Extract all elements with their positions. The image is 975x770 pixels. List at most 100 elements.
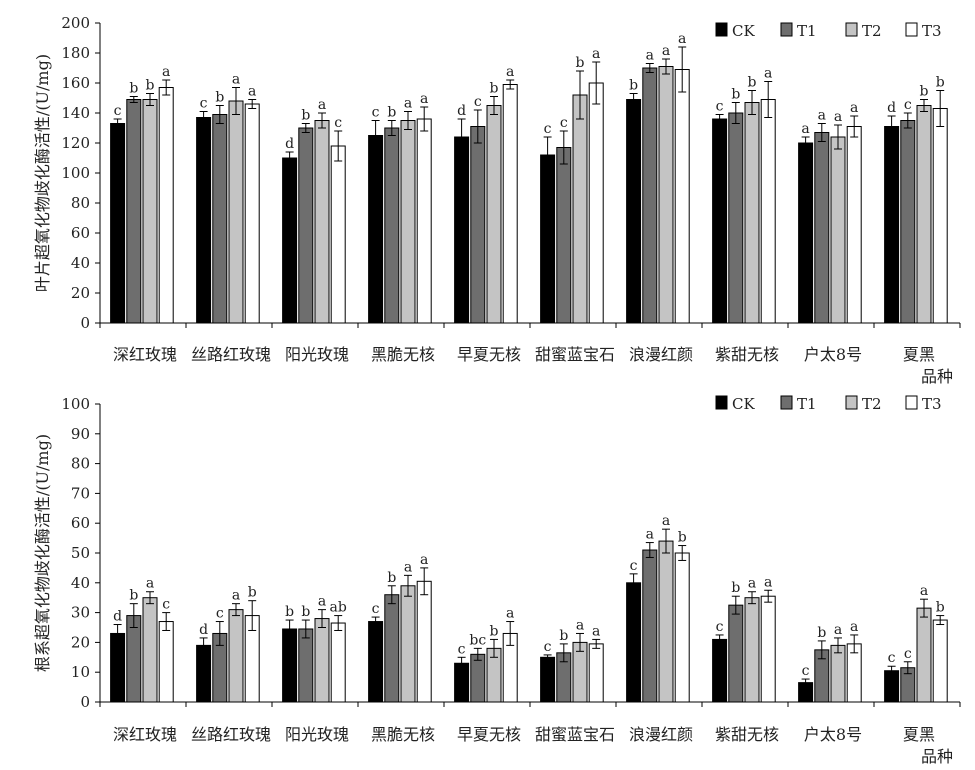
bar-T2 <box>658 540 674 703</box>
legend-label-T1: T1 <box>797 395 817 413</box>
bar-T1 <box>470 653 486 703</box>
significance-letter: c <box>372 601 380 617</box>
bar-T3 <box>588 643 604 703</box>
bar-T2 <box>142 597 158 703</box>
bar-T2 <box>314 120 330 324</box>
bar-T3 <box>416 118 432 324</box>
significance-letter: a <box>232 588 240 604</box>
bar-T1 <box>556 147 572 324</box>
bar-T2 <box>830 644 846 703</box>
y-axis-title: 叶片超氧化物歧化酶活性/(U/mg) <box>33 54 52 292</box>
bar-T2 <box>142 99 158 324</box>
bar-T3 <box>158 621 174 703</box>
significance-letter: b <box>146 78 155 94</box>
significance-letter: c <box>630 558 638 574</box>
significance-letter: a <box>162 64 170 80</box>
bar-T1 <box>642 549 658 703</box>
significance-letter: b <box>129 588 138 604</box>
y-tick-label: 100 <box>61 164 90 182</box>
legend-swatch-T2 <box>845 22 858 37</box>
significance-letter: a <box>764 574 772 590</box>
category-label: 甜蜜蓝宝石 <box>535 725 615 744</box>
significance-letter: c <box>904 646 912 662</box>
significance-letter: a <box>646 48 654 64</box>
bar-T3 <box>674 552 690 703</box>
category-label: 丝路红玫瑰 <box>191 345 271 364</box>
category-label: 户太8号 <box>804 345 862 364</box>
bar-CK <box>196 644 212 703</box>
significance-letter: a <box>318 594 326 610</box>
y-tick-label: 80 <box>71 194 90 212</box>
bar-T2 <box>916 105 932 324</box>
y-tick-label: 10 <box>71 663 90 681</box>
bar-CK <box>110 632 126 703</box>
y-tick-label: 70 <box>71 484 90 502</box>
bar-T2 <box>228 609 244 703</box>
significance-letter: a <box>678 31 686 47</box>
category-label: 阳光玫瑰 <box>285 345 349 364</box>
leaf-sod-chart: 0 20 40 60 80 100 120 140 160 180 200 叶片超氧化物歧化酶活性/(… <box>33 14 961 386</box>
category-label: 紫甜无核 <box>715 725 779 744</box>
significance-letter: c <box>544 121 552 137</box>
bar-CK <box>540 154 556 324</box>
bar-T2 <box>228 100 244 324</box>
bar-T1 <box>126 99 142 324</box>
category-label: 黑脆无核 <box>371 345 435 364</box>
bar-T2 <box>830 136 846 324</box>
significance-letter: a <box>420 552 428 568</box>
bar-T1 <box>384 127 400 324</box>
bar-CK <box>540 656 556 703</box>
significance-letter: b <box>817 625 826 641</box>
y-axis-title: 根系超氧化物歧化酶活性/(U/mg) <box>33 434 52 672</box>
bar-T1 <box>298 628 314 703</box>
bar-T1 <box>298 127 314 324</box>
bar-CK <box>196 117 212 324</box>
significance-letter: c <box>216 606 224 622</box>
significance-letter: a <box>404 559 412 575</box>
category-label: 黑脆无核 <box>371 725 435 744</box>
category-label: 深红玫瑰 <box>113 345 177 364</box>
y-tick-label: 160 <box>61 74 90 92</box>
significance-letter: c <box>162 597 170 613</box>
bar-T2 <box>744 102 760 324</box>
bar-T3 <box>674 69 690 324</box>
significance-letter: a <box>318 97 326 113</box>
category-label: 浪漫红颜 <box>629 725 693 744</box>
significance-letter: b <box>387 105 396 121</box>
bar-T2 <box>400 585 416 703</box>
y-tick-label: 0 <box>80 314 90 332</box>
bar-T3 <box>760 99 776 324</box>
significance-letter: a <box>146 576 154 592</box>
significance-letter: c <box>716 619 724 635</box>
significance-letter: c <box>114 103 122 119</box>
bar-T3 <box>244 103 260 324</box>
bar-T2 <box>400 120 416 324</box>
legend-label-T2: T2 <box>862 395 882 413</box>
significance-letter: a <box>818 108 826 124</box>
significance-letter: ab <box>330 600 347 616</box>
y-tick-label: 140 <box>61 104 90 122</box>
bar-T1 <box>212 114 228 324</box>
significance-letter: c <box>904 97 912 113</box>
bar-T3 <box>502 84 518 324</box>
significance-letter: a <box>748 576 756 592</box>
significance-letter: a <box>834 109 842 125</box>
category-label: 浪漫红颜 <box>629 345 693 364</box>
significance-letter: d <box>113 609 122 625</box>
significance-letter: b <box>936 600 945 616</box>
significance-letter: b <box>387 570 396 586</box>
bar-CK <box>626 582 642 703</box>
significance-letter: a <box>850 100 858 116</box>
significance-letter: a <box>764 66 772 82</box>
bar-T2 <box>744 597 760 703</box>
bar-T2 <box>916 607 932 703</box>
significance-letter: b <box>129 81 138 97</box>
y-tick-label: 90 <box>71 425 90 443</box>
y-tick-label: 80 <box>71 455 90 473</box>
category-label: 甜蜜蓝宝石 <box>535 345 615 364</box>
category-label: 丝路红玫瑰 <box>191 725 271 744</box>
significance-letter: b <box>678 530 687 546</box>
bar-T1 <box>642 67 658 324</box>
bar-T2 <box>314 618 330 703</box>
significance-letter: a <box>420 91 428 107</box>
